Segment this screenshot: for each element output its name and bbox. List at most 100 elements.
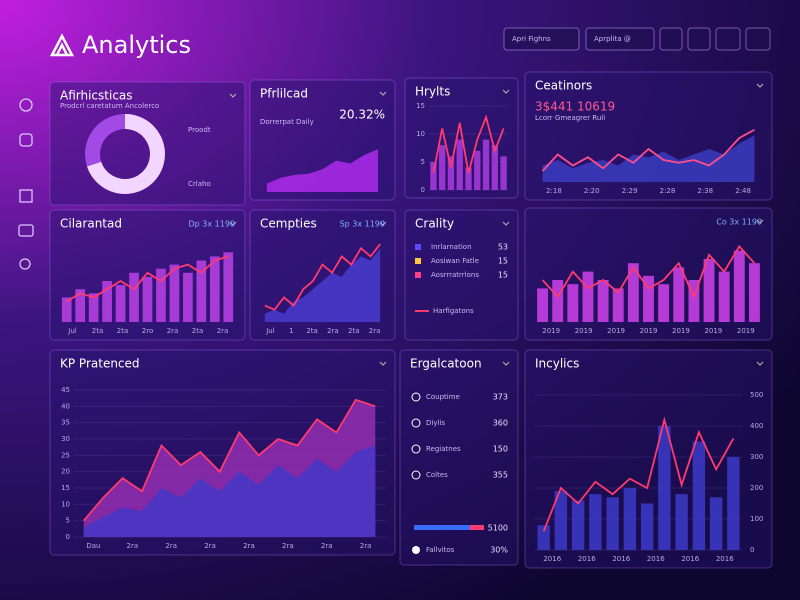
item-value: 15 [498,257,508,266]
panel-title: KP Pratenced [60,357,140,371]
item-value: 360 [493,419,508,428]
expand-button[interactable] [687,27,711,51]
panel-menu [502,221,510,226]
x-tick-label: 2019 [575,327,593,335]
panel-title: Afirhicsticas [60,89,133,103]
area [83,445,376,537]
nav-icon[interactable] [19,133,33,147]
x-tick-label: 2ta [192,327,204,335]
nav-icon[interactable] [19,258,31,270]
line [542,416,735,532]
y-tick-label: 45 [61,386,70,394]
x-tick-label: 2ta [348,327,360,335]
item-label: Couptime [426,393,460,401]
panel-subtitle: Prodcrl caretatum Ancolerco [60,102,159,110]
item-icon [411,418,421,428]
item-icon [411,470,421,480]
bar [482,139,490,190]
panel-title: Hrylts [415,85,450,99]
bar [612,288,624,322]
item-icon [411,444,421,454]
x-tick-label: 2016 [612,555,630,563]
image-button[interactable] [715,27,741,51]
x-tick-label: 1 [289,327,293,335]
bar [703,259,715,322]
y-tick-label: 35 [61,419,70,427]
bar [718,271,730,322]
line [83,398,376,522]
legend-swatch [415,272,421,278]
bar [537,288,549,322]
bar [552,280,564,322]
y-tick-label: 10 [416,130,425,138]
bar [554,491,568,550]
bar [640,503,654,550]
bar [589,494,602,550]
grid-button[interactable] [659,27,683,51]
y-tick-label: 25 [61,451,70,459]
item-label: Regiatnes [426,445,461,453]
x-tick-label: 2019 [737,327,755,335]
bar [142,276,153,322]
bar [627,263,639,322]
x-tick-label: Jul [67,327,77,335]
y-tick-label: 15 [61,484,70,492]
search-label: Apri Fighns [512,35,551,43]
nav-icon[interactable] [18,224,34,237]
x-tick-label: 2016 [716,555,734,563]
bar [447,156,455,190]
bar [439,145,446,190]
bar [688,280,700,322]
search-button[interactable] [503,27,580,51]
panel-menu [379,91,387,96]
bar [491,145,498,190]
item-value: 373 [493,393,508,402]
bar [169,264,180,322]
bar [474,150,481,190]
x-tick-label: 2ra [327,327,339,335]
panel-title: Cempties [260,217,317,231]
filter-button[interactable] [585,27,655,51]
nav-icon[interactable] [19,98,33,112]
panel-menu [229,93,237,98]
x-tick-label: 2ra [127,542,139,550]
bar [115,285,126,322]
line [264,243,381,311]
panel-badge: Dp 3x 1190 [188,220,235,229]
x-tick-label: 2ra [165,542,177,550]
legend-swatch [415,244,421,250]
x-tick-label: 2ra [282,542,294,550]
x-tick-label: 2:20 [584,187,600,195]
item-label: Aosiwan Fatle [431,257,479,265]
panel-menu [756,361,764,366]
bar [727,457,740,550]
x-tick-label: Dau [86,542,100,550]
x-tick-label: 2ra [204,542,216,550]
panel-subtitle: Lcorr Gmeagrer Ruli [535,114,605,122]
panel-menu [502,89,510,94]
bar [129,272,139,322]
bar [61,297,72,322]
bar [709,497,723,550]
nav-icon[interactable] [19,189,33,203]
item-label: Coltes [426,471,448,479]
bar [658,284,670,322]
bar [673,267,685,322]
bar [196,260,207,322]
progress-label: 5100 [488,524,508,533]
item-value: 15 [498,271,508,280]
bar [465,167,472,190]
y-tick-label: 500 [750,391,763,399]
bar [209,256,220,322]
x-tick-label: 2016 [578,555,596,563]
footer-icon [412,546,420,554]
donut-label: Proodt [188,126,211,134]
menu-button[interactable] [745,27,771,51]
filter-label: Aprplita @ [594,35,631,43]
bar [571,500,585,550]
x-tick-label: 2019 [672,327,690,335]
y-tick-label: 300 [750,453,763,461]
bar [623,488,637,550]
x-tick-label: 2:18 [546,187,562,195]
panel-menu [379,221,387,226]
